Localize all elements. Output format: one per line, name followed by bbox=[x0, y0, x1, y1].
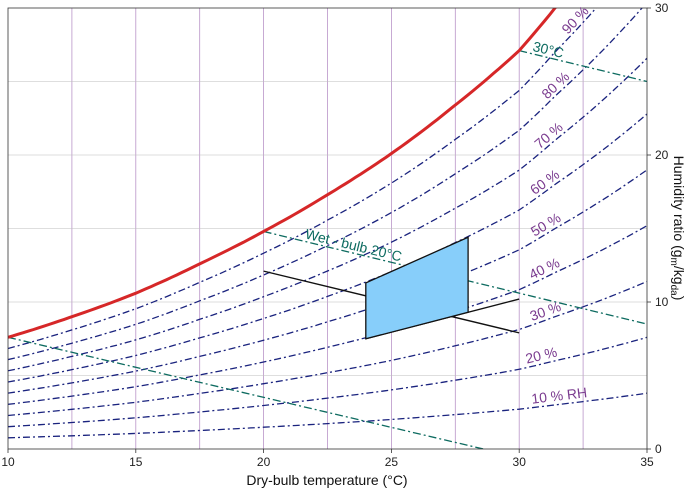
y-tick-label: 30 bbox=[655, 1, 669, 15]
wet-bulb-line-2 bbox=[8, 336, 484, 449]
rh-curves bbox=[8, 8, 647, 439]
y-axis-title-sub-1: m bbox=[668, 258, 679, 266]
rh-label-60: 60 % bbox=[527, 166, 562, 198]
rh-label-10: 10 % RH bbox=[530, 384, 588, 407]
y-tick-label: 20 bbox=[655, 148, 669, 162]
rh-label-20: 20 % bbox=[524, 344, 559, 367]
wet-bulb-line-1 bbox=[519, 49, 647, 83]
rh-curve-90 bbox=[8, 8, 597, 350]
wet-bulb-label-0: Wet - bulb 20°C bbox=[304, 226, 404, 265]
rh-curve-60 bbox=[8, 113, 647, 383]
rh-curve-80 bbox=[8, 8, 643, 361]
y-axis-title-mid: /kg bbox=[671, 266, 687, 285]
y-axis-title: Humidity ratio (gm/kgda) bbox=[668, 156, 687, 301]
plot-frame bbox=[7, 7, 648, 450]
rh-curve-70 bbox=[8, 57, 647, 372]
x-tick-label: 15 bbox=[129, 455, 143, 469]
rh-label-40: 40 % bbox=[526, 254, 562, 282]
rh-curve-50 bbox=[8, 169, 647, 394]
rh-label-50: 50 % bbox=[528, 209, 564, 239]
x-tick-label: 10 bbox=[1, 455, 15, 469]
saturation-curve bbox=[8, 8, 557, 339]
comfort-zone-group bbox=[263, 236, 520, 340]
rh-curve-30 bbox=[8, 280, 647, 417]
y-tick-label: 0 bbox=[655, 442, 662, 456]
x-tick-label: 25 bbox=[385, 455, 399, 469]
comfort-zone bbox=[365, 236, 469, 340]
wet-bulb-label-1: 30°C bbox=[531, 38, 565, 61]
x-tick-label: 35 bbox=[640, 455, 654, 469]
rh-curve-10 bbox=[8, 392, 647, 439]
x-tick-label: 30 bbox=[513, 455, 527, 469]
rh-label-70: 70 % bbox=[531, 119, 566, 152]
saturation-curve-group bbox=[8, 8, 557, 339]
rh-curve-20 bbox=[8, 336, 647, 428]
y-axis-title-end: ) bbox=[671, 296, 687, 301]
y-tick-label: 10 bbox=[655, 295, 669, 309]
x-axis-title: Dry-bulb temperature (°C) bbox=[246, 472, 407, 488]
x-tick-label: 20 bbox=[257, 455, 271, 469]
rh-curve-40 bbox=[8, 225, 647, 405]
y-axis-title-sub-2: da bbox=[668, 285, 679, 297]
axes bbox=[7, 7, 651, 453]
